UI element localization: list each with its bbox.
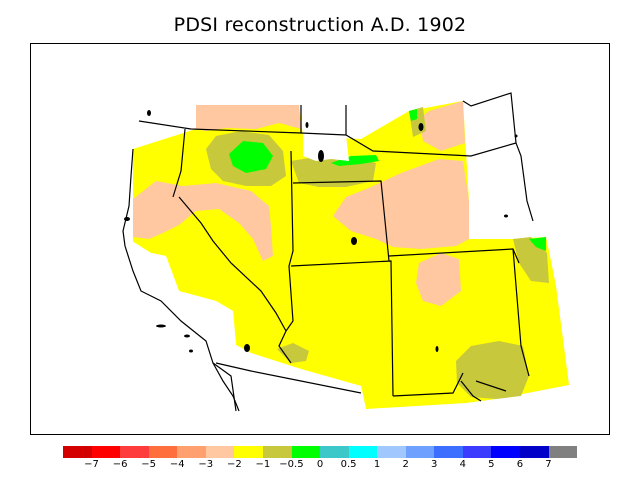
legend-swatch (377, 446, 406, 458)
legend-tick-label: −7 (84, 459, 99, 470)
legend-swatch (234, 446, 263, 458)
wet-region-north (409, 109, 417, 121)
no-data-north (303, 135, 349, 161)
legend-color-bar (63, 446, 578, 458)
legend-tick-label: 7 (545, 459, 552, 470)
wet-region-montana (331, 155, 379, 166)
map-frame (30, 43, 610, 435)
legend-swatch (291, 446, 321, 458)
legend-tick-label: 2 (402, 459, 409, 470)
dry-region-colorado (416, 253, 461, 306)
legend-swatch (205, 446, 235, 458)
legend-tick-label: −1 (255, 459, 271, 470)
dry-region-northwest (196, 105, 301, 131)
no-data-southwest (31, 239, 366, 409)
map-title: PDSI reconstruction A.D. 1902 (173, 14, 467, 36)
legend-swatch (548, 446, 578, 458)
legend-swatch (63, 446, 92, 458)
legend-labels: −7 −6 −5 −4 −3 −2 −1 −0.5 0 0.5 1 2 3 4 5 6 7 (0, 459, 640, 475)
legend-tick-label: −2 (226, 459, 242, 470)
dry-region-rockies (333, 159, 473, 249)
legend-tick-label: 0.5 (340, 459, 357, 470)
legend-tick-label: −6 (112, 459, 128, 470)
legend-swatch (91, 446, 121, 458)
legend-tick-label: 4 (459, 459, 466, 470)
legend-swatch (405, 446, 435, 458)
legend-tick-label: 3 (431, 459, 438, 470)
legend-tick-label: −5 (141, 459, 157, 470)
legend-swatch (434, 446, 463, 458)
no-data-plains (469, 143, 521, 239)
wet-region-idaho (229, 141, 273, 173)
legend-swatch (262, 446, 292, 458)
pdsi-map (31, 92, 569, 412)
legend-tick-label: −4 (169, 459, 185, 470)
legend-swatch (520, 446, 549, 458)
legend-swatch (120, 446, 149, 458)
legend-tick-label: −3 (198, 459, 214, 470)
dry-region-plains-upper (419, 101, 465, 151)
legend-tick-label: 6 (516, 459, 524, 470)
lake-marks (124, 110, 518, 353)
legend-swatch (177, 446, 206, 458)
near-normal-arizona (277, 343, 309, 363)
wet-region-kansas (529, 237, 546, 251)
legend-swatch (148, 446, 178, 458)
legend-swatch (491, 446, 520, 458)
dry-region-great-basin (133, 181, 273, 261)
legend-tick-label: 0 (316, 459, 324, 470)
legend-swatch (320, 446, 349, 458)
legend-swatch (348, 446, 378, 458)
legend-tick-label: 1 (373, 459, 381, 470)
near-normal-southeast (456, 341, 529, 399)
legend-swatch (462, 446, 492, 458)
boundary-lines (122, 92, 534, 412)
legend-tick-label: 5 (488, 459, 495, 470)
legend-tick-label: −0.5 (279, 459, 304, 470)
